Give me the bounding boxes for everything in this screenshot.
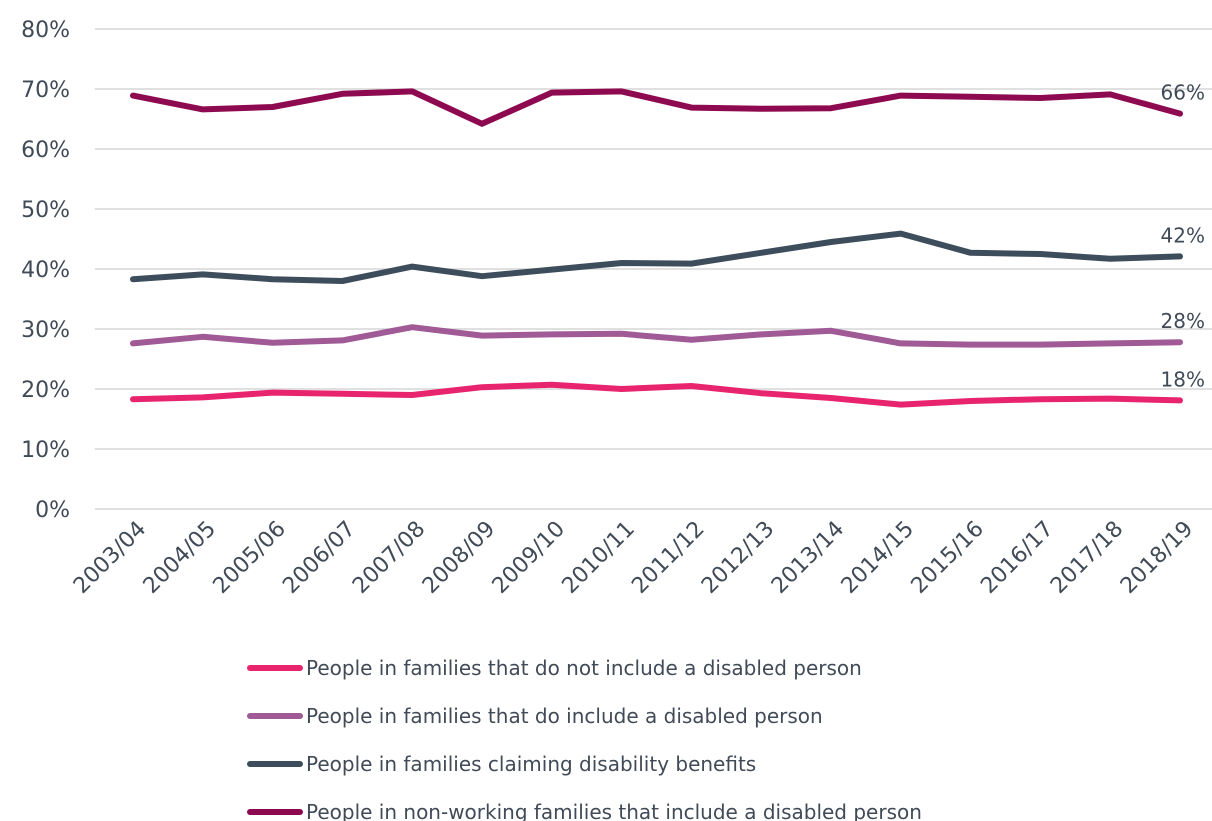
x-tick-label: 2010/11	[558, 517, 640, 599]
series-line	[130, 381, 1183, 408]
y-axis-ticks: 0% 10% 20% 30% 40% 50% 60% 70% 80%	[21, 18, 70, 523]
y-tick-label: 80%	[21, 18, 70, 43]
x-tick-label: 2017/18	[1046, 517, 1128, 599]
legend-label: People in families claiming disability b…	[306, 752, 756, 776]
x-tick-label: 2009/10	[488, 517, 570, 599]
x-tick-label: 2011/12	[627, 517, 709, 599]
x-tick-label: 2005/06	[209, 517, 291, 599]
x-tick-label: 2007/08	[348, 517, 430, 599]
x-tick-label: 2015/16	[907, 517, 989, 599]
y-tick-label: 50%	[21, 198, 70, 223]
legend-label: People in families that do include a dis…	[306, 704, 823, 728]
series-end-label: 28%	[1161, 309, 1205, 333]
x-axis-ticks: 2003/042004/052005/062006/072007/082008/…	[69, 517, 1198, 599]
x-tick-label: 2008/09	[418, 517, 500, 599]
x-tick-label: 2004/05	[139, 517, 221, 599]
y-tick-label: 40%	[21, 258, 70, 283]
legend-label: People in non-working families that incl…	[306, 800, 922, 821]
x-tick-label: 2003/04	[69, 517, 151, 599]
y-tick-label: 70%	[21, 78, 70, 103]
y-tick-label: 0%	[35, 498, 70, 523]
x-tick-label: 2013/14	[767, 517, 849, 599]
legend-label: People in families that do not include a…	[306, 656, 862, 680]
y-tick-label: 20%	[21, 378, 70, 403]
x-tick-label: 2014/15	[837, 517, 919, 599]
series-lines	[130, 88, 1183, 408]
series-line	[130, 230, 1183, 284]
y-tick-label: 30%	[21, 318, 70, 343]
y-tick-label: 10%	[21, 438, 70, 463]
x-tick-label: 2016/17	[976, 517, 1058, 599]
series-end-label: 66%	[1161, 81, 1205, 105]
x-tick-label: 2006/07	[278, 517, 360, 599]
gridlines	[95, 28, 1212, 510]
y-tick-label: 60%	[21, 138, 70, 163]
series-line	[130, 88, 1183, 127]
series-end-label: 18%	[1161, 367, 1205, 391]
series-end-label: 42%	[1161, 223, 1205, 247]
legend: People in families that do not include a…	[247, 656, 922, 821]
x-tick-label: 2018/19	[1116, 517, 1198, 599]
end-labels: 18% 28% 42% 66%	[1161, 81, 1205, 392]
x-tick-label: 2012/13	[697, 517, 779, 599]
series-line	[130, 324, 1183, 348]
